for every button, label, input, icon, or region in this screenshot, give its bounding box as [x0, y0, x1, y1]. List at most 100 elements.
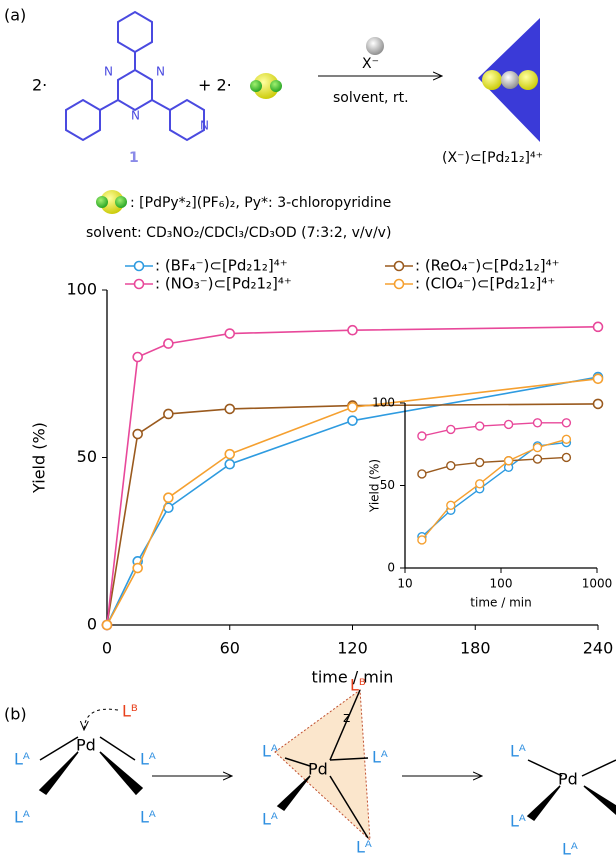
- data-point: [592, 398, 604, 410]
- ligand-number: 1: [129, 150, 139, 166]
- series-line: [106, 377, 599, 626]
- data-point: [503, 419, 514, 430]
- x-axis-label: time / min: [470, 596, 531, 610]
- y-tick-label: 100: [66, 280, 97, 299]
- data-point: [503, 456, 514, 466]
- data-point: [132, 562, 143, 574]
- legend-marker: [393, 260, 405, 272]
- metal: Pd: [76, 736, 96, 755]
- data-point: [417, 535, 427, 545]
- x-tick-label: 180: [460, 639, 491, 658]
- x-tick-label: 60: [220, 639, 240, 658]
- data-point: [561, 434, 572, 444]
- series-line: [106, 403, 599, 626]
- anion-icon: [366, 37, 384, 55]
- ligand: Lᴬ: [14, 808, 30, 827]
- bonds: [276, 689, 369, 839]
- anion: X⁻: [362, 56, 379, 72]
- y-tick-label: 50: [380, 478, 395, 492]
- atom-label: N: [131, 109, 140, 123]
- ligand: Lᴬ: [140, 750, 156, 769]
- data-point: [163, 492, 174, 504]
- y-tick-label: 100: [372, 396, 395, 410]
- data-point: [224, 448, 236, 460]
- y-axis-label: Yield (%): [368, 459, 382, 513]
- panel-label: (a): [4, 6, 26, 25]
- data-point: [417, 469, 427, 479]
- x-axis-label: time / min: [312, 667, 394, 686]
- incoming-ligand: Lᴮ: [350, 676, 366, 695]
- series-line: [421, 422, 567, 437]
- panel-label: (b): [4, 705, 27, 724]
- data-point: [532, 454, 543, 464]
- y-tick-label: 0: [87, 615, 97, 634]
- atom-label: N: [104, 65, 113, 79]
- data-point: [446, 500, 456, 510]
- y-tick-label: 0: [387, 561, 395, 575]
- data-point: [532, 418, 543, 428]
- x-tick-label: 120: [337, 639, 368, 658]
- x-tick-label: 1000: [582, 577, 613, 591]
- data-point: [347, 415, 358, 426]
- ligand: Lᴬ: [14, 750, 30, 769]
- series-line: [421, 438, 567, 541]
- data-point: [532, 442, 543, 453]
- incoming-ligand: Lᴮ: [122, 702, 138, 721]
- data-point: [446, 424, 456, 435]
- data-point: [224, 458, 236, 470]
- bonds: [526, 759, 616, 822]
- atom-label: N: [200, 119, 209, 133]
- x-tick-label: 0: [102, 639, 112, 658]
- series-line: [421, 456, 567, 475]
- product: (X⁻)⊂[Pd₂1₂]⁴⁺: [442, 150, 543, 166]
- ligand: Lᴬ: [372, 748, 388, 767]
- data-point: [417, 431, 427, 441]
- data-point: [347, 324, 358, 336]
- x-tick-label: 100: [490, 577, 513, 591]
- series-line: [106, 376, 599, 626]
- axis-label: z: [343, 710, 350, 726]
- pd-complex-icon: [96, 190, 127, 214]
- data-point: [224, 403, 236, 415]
- panel-b: (b) Lᴮ Pd Lᴬ Lᴬ Lᴬ Lᴬ Pd z Lᴮ Lᴬ Lᴬ Lᴬ L…: [4, 676, 616, 859]
- data-point: [446, 461, 456, 471]
- panel-a: (a) 2· N N N N 1 + 2· X⁻ solvent, rt. (X…: [4, 6, 543, 242]
- cage-icon: [478, 18, 540, 142]
- ligand: Lᴬ: [140, 808, 156, 827]
- data-point: [561, 418, 572, 428]
- data-point: [101, 619, 113, 631]
- ligand: Lᴬ: [356, 838, 372, 857]
- legend-label: : (ReO₄⁻)⊂[Pd₂1₂]⁴⁺: [415, 257, 560, 275]
- metal: Pd: [308, 760, 328, 779]
- data-point: [224, 328, 236, 339]
- data-point: [347, 401, 358, 413]
- ligand: Lᴬ: [510, 812, 526, 831]
- complex-legend: : [PdPy*₂](PF₆)₂, Py*: 3-chloropyridine: [130, 195, 391, 211]
- legend-marker: [133, 278, 145, 290]
- solvent: solvent: CD₃NO₂/CDCl₃/CD₃OD (7:3:2, v/v/…: [86, 225, 391, 241]
- data-point: [475, 421, 485, 431]
- legend-marker: [393, 278, 405, 290]
- metal: Pd: [558, 770, 578, 789]
- series-line: [106, 326, 599, 626]
- bonds: [38, 736, 144, 796]
- coefficient: 2·: [32, 76, 47, 95]
- y-axis-label: Yield (%): [30, 422, 49, 494]
- data-point: [163, 408, 174, 420]
- series-line: [421, 441, 567, 538]
- data-point: [592, 373, 604, 385]
- x-tick-label: 240: [583, 639, 614, 658]
- y-tick-label: 50: [77, 447, 97, 466]
- data-point: [132, 428, 143, 440]
- ligand: Lᴬ: [262, 810, 278, 829]
- legend-label: : (NO₃⁻)⊂[Pd₂1₂]⁴⁺: [155, 275, 292, 293]
- atom-label: N: [156, 65, 165, 79]
- attack-arrow: [84, 708, 119, 730]
- ligand-structure: [65, 10, 205, 142]
- legend-marker: [133, 260, 145, 272]
- ligand: Lᴬ: [262, 742, 278, 761]
- data-point: [475, 479, 485, 489]
- data-point: [132, 351, 143, 363]
- x-tick-label: 10: [397, 577, 412, 591]
